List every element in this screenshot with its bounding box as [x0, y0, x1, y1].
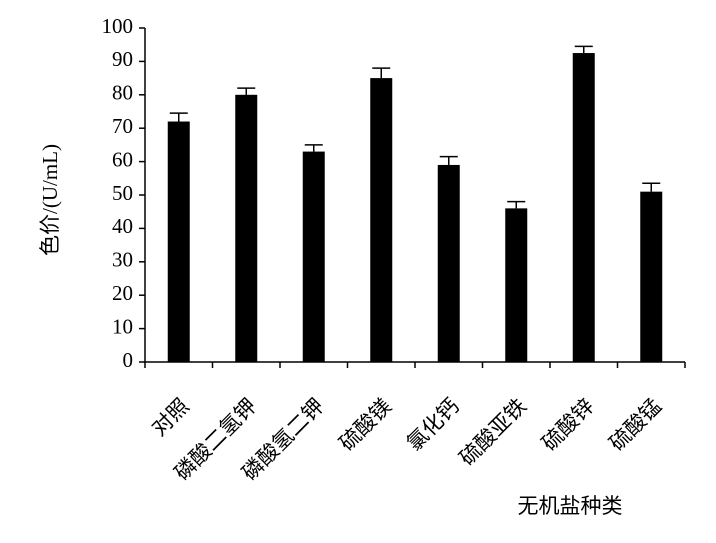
- x-tick-label: 硫酸锰: [605, 394, 667, 456]
- bar: [640, 191, 663, 362]
- y-axis-label: 色价/(U/mL): [38, 144, 62, 256]
- y-tick-label: 70: [112, 114, 133, 138]
- y-tick-label: 40: [112, 214, 133, 238]
- x-tick-label: 对照: [147, 394, 194, 441]
- y-tick-label: 50: [112, 181, 133, 205]
- y-tick-label: 90: [112, 47, 133, 71]
- bar: [370, 78, 393, 362]
- x-tick-label: 硫酸镁: [335, 394, 397, 456]
- y-tick-label: 60: [112, 147, 133, 171]
- y-tick-label: 0: [123, 348, 134, 372]
- bar: [505, 208, 528, 362]
- x-tick-label: 氯化钙: [402, 394, 464, 456]
- y-tick-label: 80: [112, 81, 133, 105]
- bar: [437, 164, 460, 362]
- bar: [572, 53, 595, 363]
- y-tick-label: 20: [112, 281, 133, 305]
- y-tick-label: 100: [102, 14, 134, 38]
- x-tick-label: 硫酸锌: [537, 394, 599, 456]
- x-tick-label: 硫酸亚铁: [455, 394, 531, 470]
- bar: [302, 151, 325, 362]
- bar: [167, 121, 190, 363]
- bar: [235, 94, 258, 363]
- x-axis-label: 无机盐种类: [518, 494, 623, 518]
- y-tick-label: 30: [112, 248, 133, 272]
- y-tick-label: 10: [112, 314, 133, 338]
